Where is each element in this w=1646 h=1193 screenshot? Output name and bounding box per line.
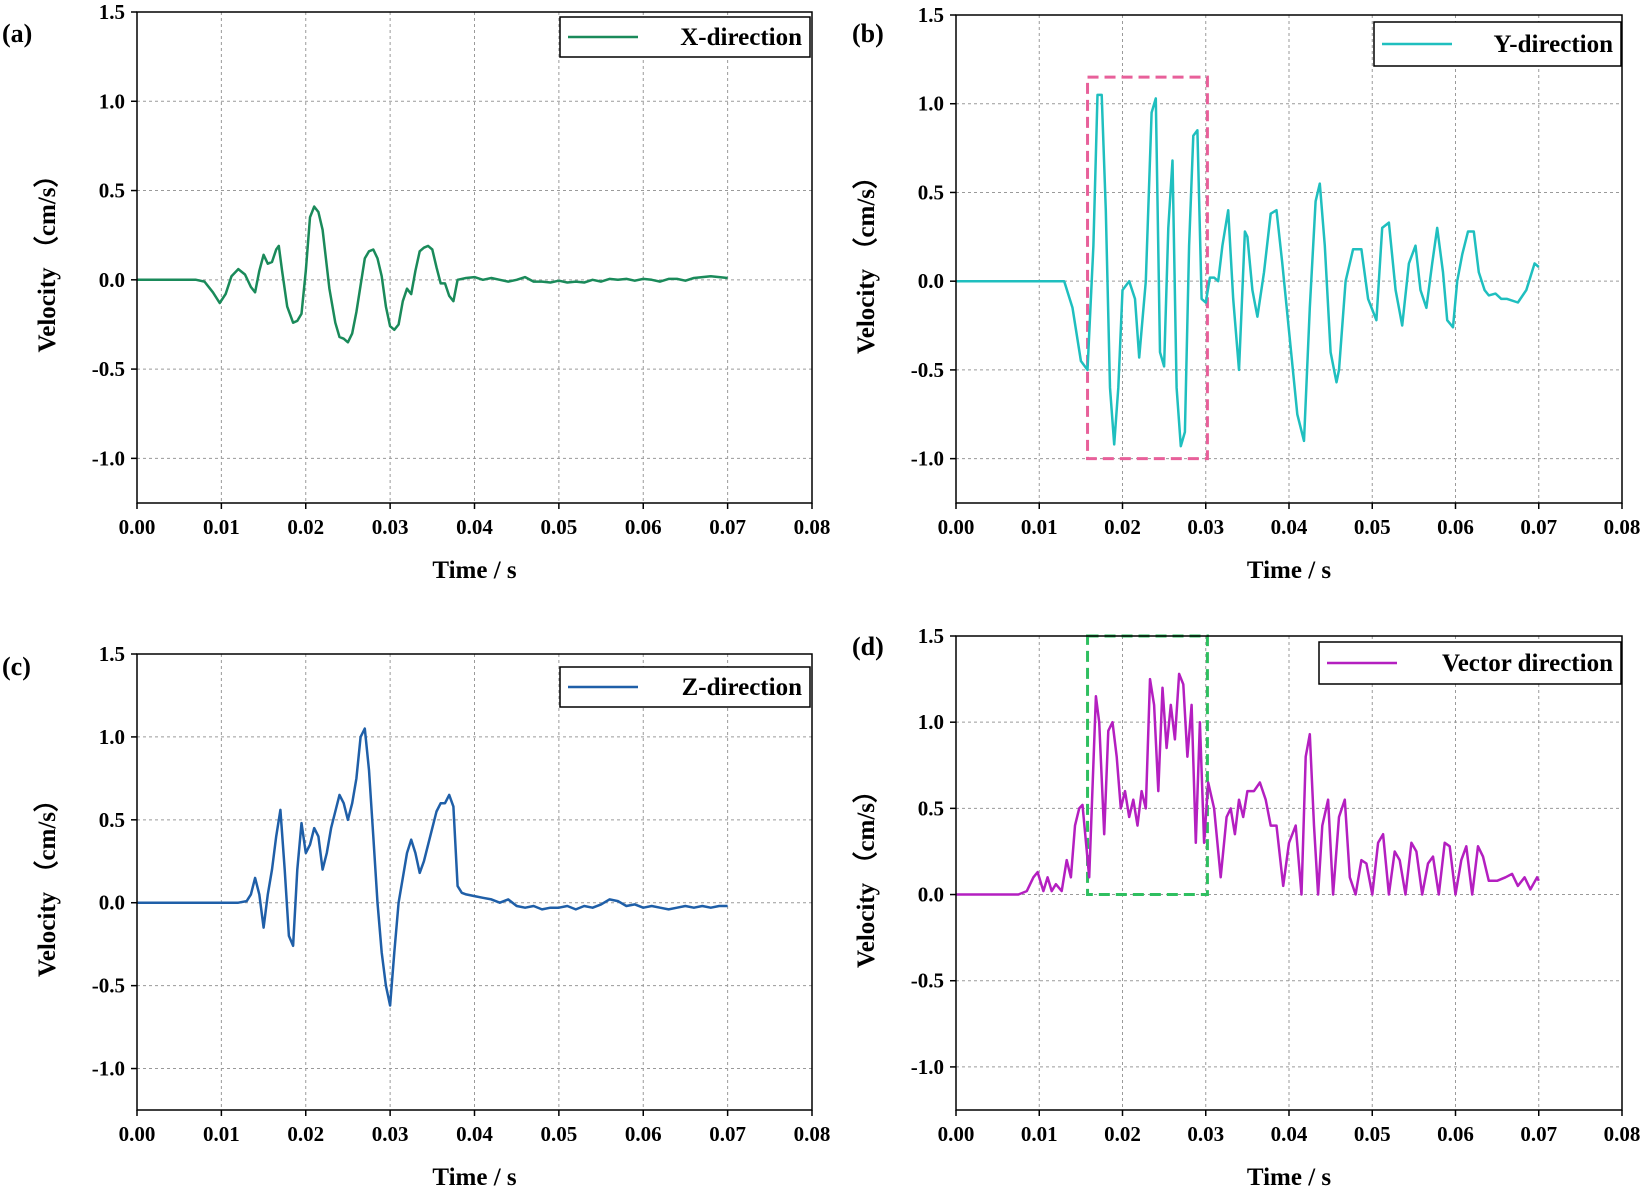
y-tick-label: 1.0 — [99, 89, 125, 113]
x-tick-label: 0.03 — [372, 515, 409, 539]
y-axis-label: Velocity （cm/s） — [32, 787, 61, 977]
y-tick-label: 1.0 — [918, 710, 944, 734]
y-tick-label: 0.0 — [99, 891, 125, 915]
y-tick-label: 1.5 — [99, 0, 125, 24]
x-tick-label: 0.07 — [709, 515, 746, 539]
x-tick-label: 0.04 — [1271, 1122, 1308, 1146]
x-tick-label: 0.05 — [541, 515, 578, 539]
highlight-box — [1086, 75, 1209, 461]
y-tick-label: -1.0 — [911, 447, 944, 471]
x-tick-label: 0.06 — [1437, 515, 1474, 539]
x-tick-label: 0.05 — [1354, 1122, 1391, 1146]
x-tick-label: 0.00 — [938, 515, 975, 539]
x-tick-label: 0.03 — [1187, 1122, 1224, 1146]
y-axis-label: Velocity （cm/s） — [32, 162, 61, 352]
x-tick-label: 0.02 — [287, 515, 324, 539]
y-tick-label: -1.0 — [92, 1057, 125, 1081]
y-tick-label: -0.5 — [92, 974, 125, 998]
y-tick-label: 1.0 — [918, 92, 944, 116]
x-axis-label: Time / s — [1247, 1164, 1332, 1191]
x-tick-label: 0.04 — [456, 1122, 493, 1146]
x-tick-label: 0.01 — [203, 1122, 240, 1146]
x-axis-label: Time / s — [1247, 557, 1332, 584]
x-tick-label: 0.06 — [625, 1122, 662, 1146]
x-tick-label: 0.04 — [1271, 515, 1308, 539]
x-tick-label: 0.07 — [709, 1122, 746, 1146]
x-tick-label: 0.06 — [1437, 1122, 1474, 1146]
y-tick-label: 1.5 — [99, 642, 125, 666]
x-tick-label: 0.00 — [119, 1122, 156, 1146]
legend-label: Y-direction — [1494, 31, 1614, 58]
y-tick-label: 0.5 — [918, 180, 944, 204]
y-tick-label: 0.5 — [99, 179, 125, 203]
x-tick-label: 0.08 — [1604, 1122, 1641, 1146]
x-tick-label: 0.06 — [625, 515, 662, 539]
legend-label: Z-direction — [682, 674, 802, 701]
x-tick-label: 0.08 — [1604, 515, 1641, 539]
legend: X-direction — [559, 16, 811, 58]
x-tick-label: 0.00 — [938, 1122, 975, 1146]
y-tick-label: -1.0 — [92, 446, 125, 470]
y-tick-label: 1.5 — [918, 624, 944, 648]
panel-label: (b) — [852, 19, 884, 48]
x-tick-label: 0.02 — [1104, 515, 1141, 539]
series-line-y-direction — [956, 93, 1540, 448]
y-tick-label: 0.0 — [918, 269, 944, 293]
y-tick-label: 0.5 — [99, 808, 125, 832]
x-tick-label: 0.01 — [1021, 1122, 1058, 1146]
y-tick-label: 1.0 — [99, 725, 125, 749]
chart-panel-d: 0.00 0.01 0.02 0.03 0.04 0.05 0.06 0.07 0.08 -1.0… — [851, 624, 1640, 1191]
x-axis-label: Time / s — [432, 1164, 517, 1191]
y-axis-label: Velocity （cm/s） — [851, 778, 880, 968]
chart-panel-b: 0.00 0.01 0.02 0.03 0.04 0.05 0.06 0.07 0.08 -1.0… — [851, 3, 1640, 584]
x-tick-label: 0.03 — [372, 1122, 409, 1146]
x-tick-label: 0.03 — [1187, 515, 1224, 539]
x-tick-label: 0.05 — [1354, 515, 1391, 539]
chart-panel-c: 0.00 0.01 0.02 0.03 0.04 0.05 0.06 0.07 0.08 -1.0… — [2, 642, 830, 1191]
series-line-vector-direction — [956, 672, 1540, 896]
legend: Y-direction — [1373, 21, 1622, 67]
y-tick-label: -0.5 — [911, 358, 944, 382]
y-tick-label: 0.0 — [918, 883, 944, 907]
y-tick-label: -1.0 — [911, 1055, 944, 1079]
x-tick-label: 0.07 — [1520, 515, 1557, 539]
legend-label: X-direction — [680, 24, 802, 51]
x-tick-label: 0.00 — [119, 515, 156, 539]
legend-label: Vector direction — [1442, 650, 1613, 677]
x-tick-label: 0.01 — [203, 515, 240, 539]
legend: Z-direction — [559, 666, 811, 708]
x-tick-label: 0.01 — [1021, 515, 1058, 539]
x-tick-label: 0.04 — [456, 515, 493, 539]
y-tick-label: -0.5 — [92, 357, 125, 381]
x-tick-label: 0.08 — [794, 515, 831, 539]
series-line-x-direction — [137, 205, 728, 344]
chart-panel-a: 0.00 0.01 0.02 0.03 0.04 0.05 0.06 0.07 0.08 -1.0… — [2, 0, 830, 584]
panel-label: (a) — [2, 19, 32, 48]
x-tick-label: 0.07 — [1520, 1122, 1557, 1146]
y-tick-label: 0.0 — [99, 268, 125, 292]
x-tick-label: 0.02 — [1104, 1122, 1141, 1146]
x-tick-label: 0.02 — [287, 1122, 324, 1146]
panel-label: (d) — [852, 632, 884, 661]
x-axis-label: Time / s — [432, 557, 517, 584]
series-line-z-direction — [137, 727, 728, 1007]
y-tick-label: 0.5 — [918, 796, 944, 820]
panel-label: (c) — [2, 652, 31, 681]
y-tick-label: 1.5 — [918, 3, 944, 27]
y-axis-label: Velocity （cm/s） — [851, 164, 880, 354]
x-tick-label: 0.05 — [541, 1122, 578, 1146]
legend: Vector direction — [1318, 641, 1622, 685]
x-tick-label: 0.08 — [794, 1122, 831, 1146]
y-tick-label: -0.5 — [911, 969, 944, 993]
